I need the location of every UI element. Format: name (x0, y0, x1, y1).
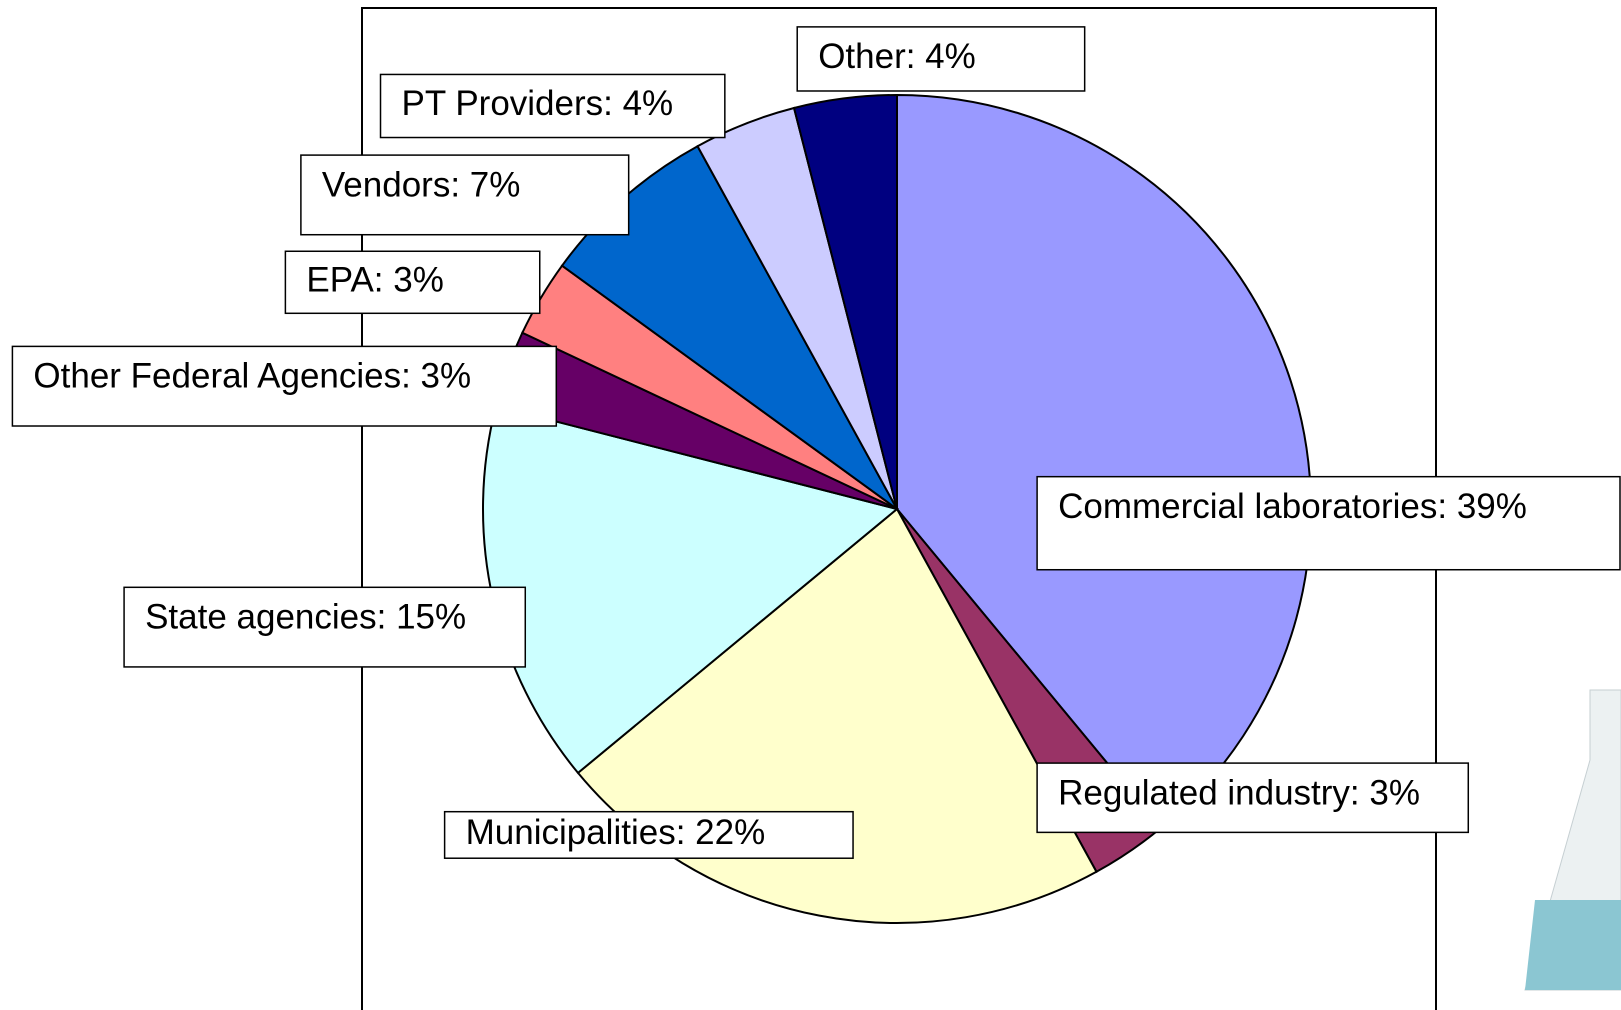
data-label: State agencies: 15% (145, 598, 466, 637)
page: Commercial laboratories: 39% Regulated in… (0, 0, 1621, 1010)
data-label: Vendors: 7% (322, 165, 520, 204)
data-label: EPA: 3% (306, 261, 443, 300)
data-label: Commercial laboratories: 39% (1058, 487, 1527, 526)
flask-decoration (1525, 690, 1621, 990)
data-label: PT Providers: 4% (402, 84, 674, 123)
data-label: Other: 4% (818, 37, 976, 76)
data-label: Other Federal Agencies: 3% (33, 357, 471, 396)
data-label: Municipalities: 22% (466, 813, 766, 852)
data-label: Regulated industry: 3% (1058, 773, 1420, 812)
chart: Commercial laboratories: 39% Regulated in… (0, 0, 1621, 1010)
